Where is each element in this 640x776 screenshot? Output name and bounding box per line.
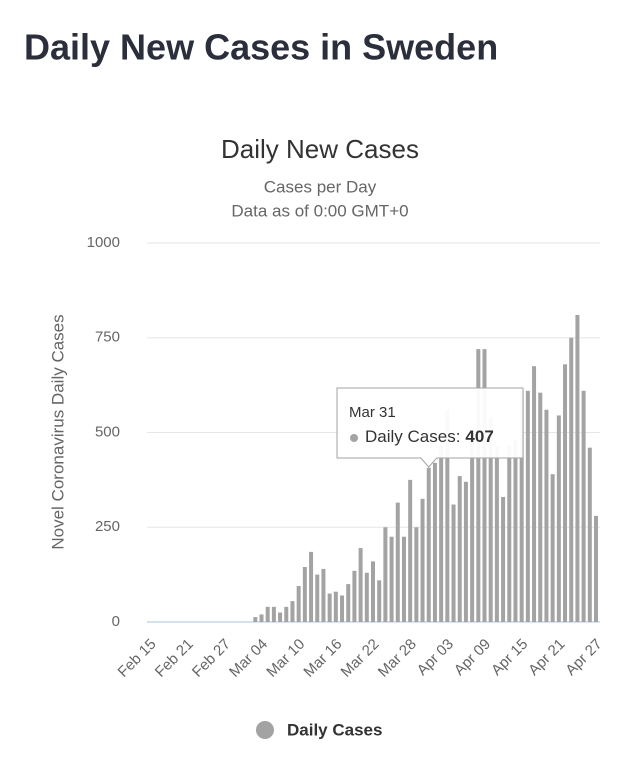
bar (290, 601, 295, 622)
x-tick-label: Feb 15 (115, 636, 160, 681)
bar (327, 593, 332, 622)
bar (377, 580, 382, 622)
bar (265, 606, 270, 622)
bar (414, 527, 419, 622)
x-tick-label: Mar 16 (300, 636, 345, 681)
bar (333, 591, 338, 622)
bar (569, 337, 574, 622)
x-tick-label: Apr 03 (414, 636, 457, 679)
bar (271, 606, 276, 622)
x-tick-label: Apr 21 (525, 636, 568, 679)
page-title: Daily New Cases in Sweden (24, 27, 498, 68)
bar (340, 595, 345, 622)
bar (482, 349, 487, 622)
bar (309, 551, 314, 622)
bar (358, 548, 363, 622)
x-tick-label: Mar 22 (338, 636, 383, 681)
x-tick-label: Apr 09 (451, 636, 494, 679)
bar (501, 496, 506, 622)
tooltip-date: Mar 31 (349, 404, 396, 421)
bar (364, 572, 369, 622)
bar (513, 440, 518, 622)
legend-label: Daily Cases (287, 720, 382, 739)
tooltip: Mar 31 Daily Cases: 407 (336, 387, 524, 468)
x-tick-label: Feb 21 (152, 636, 197, 681)
bar (519, 390, 524, 622)
bar (420, 498, 425, 622)
bar (451, 504, 456, 622)
bar (296, 585, 301, 622)
bar (371, 561, 375, 622)
tooltip-text: Daily Cases: 407 (365, 427, 494, 446)
chart-subtitle: Cases per Day (264, 177, 377, 196)
tooltip-value: 407 (465, 427, 493, 446)
bar (432, 462, 437, 622)
bar (575, 315, 580, 622)
bar (352, 570, 357, 622)
bar (581, 390, 586, 622)
bar (550, 474, 555, 622)
bar (544, 409, 549, 622)
bar (426, 467, 431, 622)
bar (532, 366, 537, 622)
x-tick-label: Mar 04 (226, 636, 271, 681)
bar (346, 584, 351, 622)
tooltip-label: Daily Cases: (365, 427, 460, 446)
tooltip-box (336, 387, 524, 468)
x-tick-label: Mar 28 (375, 636, 420, 681)
x-tick-label: Feb 27 (189, 636, 234, 681)
bar (538, 392, 543, 622)
bar (401, 536, 406, 622)
bar (476, 349, 481, 622)
bar (302, 567, 307, 622)
x-tick-label: Mar 10 (263, 636, 308, 681)
bar (408, 479, 413, 622)
bar (457, 476, 462, 622)
chart-subtitle: Data as of 0:00 GMT+0 (231, 201, 408, 220)
bar (395, 502, 400, 622)
bar (259, 614, 264, 622)
bar (507, 445, 512, 622)
bar (445, 409, 450, 622)
bar (463, 481, 468, 622)
bar (470, 440, 475, 622)
chart-title: Daily New Cases (221, 134, 419, 164)
legend-swatch (256, 721, 274, 739)
bar (278, 612, 283, 622)
bar (594, 515, 598, 622)
bar (488, 417, 493, 622)
x-tick-label: Apr 27 (562, 636, 605, 679)
bar (321, 568, 326, 622)
bar (284, 606, 289, 622)
bar (587, 447, 592, 622)
y-tick-label: 1000 (87, 234, 120, 251)
y-tick-label: 500 (95, 423, 120, 440)
y-axis-label: Novel Coronavirus Daily Cases (48, 314, 67, 549)
x-tick-label: Apr 15 (488, 636, 531, 679)
tooltip-swatch (350, 434, 358, 442)
bar (315, 574, 320, 622)
bar (383, 527, 388, 622)
bar (253, 617, 258, 622)
bar (525, 390, 530, 622)
y-tick-label: 0 (112, 613, 120, 630)
bar (563, 364, 568, 622)
y-tick-label: 750 (95, 329, 120, 346)
bar (494, 445, 499, 622)
bar (439, 445, 444, 622)
bar (389, 536, 394, 622)
bar (556, 415, 561, 622)
y-tick-label: 250 (95, 518, 120, 535)
